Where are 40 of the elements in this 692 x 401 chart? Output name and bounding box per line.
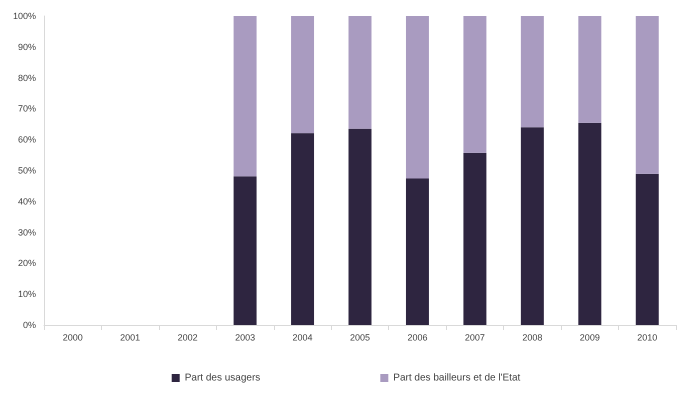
y-tick-label: 10% <box>18 289 36 300</box>
bar <box>348 128 372 325</box>
bar <box>520 127 544 325</box>
x-tick-label: 2006 <box>407 332 428 342</box>
bar <box>291 16 314 134</box>
y-tick-label: 90% <box>18 42 36 52</box>
legend-label: Part des usagers <box>184 372 260 384</box>
x-tick-label: 2010 <box>637 332 658 342</box>
bar <box>578 16 602 123</box>
y-tick-label: 20% <box>18 258 36 268</box>
y-tick-label: 100% <box>12 11 36 21</box>
x-tick-label: 2007 <box>464 332 485 342</box>
y-tick-label: 70% <box>18 104 36 114</box>
bar <box>234 176 257 325</box>
bar <box>348 16 372 129</box>
y-tick-label: 60% <box>18 134 36 145</box>
bar <box>463 152 486 325</box>
bar <box>406 16 429 179</box>
y-tick-label: 80% <box>18 72 36 83</box>
bar <box>520 16 544 128</box>
y-tick-label: 0% <box>22 320 36 330</box>
x-tick-label: 2002 <box>178 332 198 342</box>
x-tick-label: 2003 <box>235 332 256 342</box>
bar <box>406 178 429 325</box>
x-tick-label: 2005 <box>350 332 370 342</box>
bar <box>636 174 659 325</box>
bar <box>463 16 486 153</box>
x-tick-label: 2008 <box>522 332 542 342</box>
y-tick-label: 40% <box>18 196 36 206</box>
x-tick-label: 2000 <box>62 332 83 342</box>
x-tick-label: 2009 <box>580 332 600 342</box>
x-tick-label: 2004 <box>292 332 313 342</box>
bar <box>636 16 659 174</box>
bar <box>578 122 602 325</box>
y-tick-label: 30% <box>18 227 36 238</box>
legend-label: Part des bailleurs et de l'Etat <box>393 372 521 384</box>
bar <box>234 16 257 176</box>
y-tick-label: 50% <box>18 166 36 176</box>
x-tick-label: 2001 <box>120 332 140 342</box>
bar <box>291 133 314 325</box>
